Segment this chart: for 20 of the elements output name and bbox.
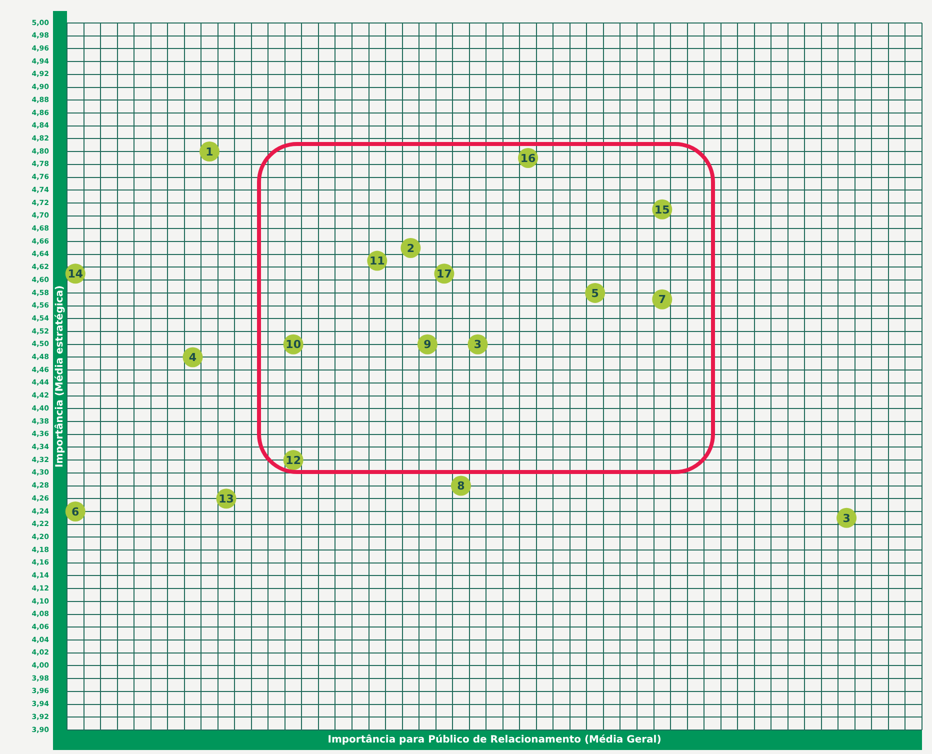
y-axis-title: Importância (Média estratégica) xyxy=(54,285,66,468)
series-label: 14 xyxy=(68,268,84,281)
series-label: 17 xyxy=(436,268,452,281)
series-label: 2 xyxy=(406,242,415,255)
series-label: 7 xyxy=(658,293,666,306)
series-label: 11 xyxy=(369,254,385,268)
series-label: 16 xyxy=(520,152,536,165)
series-label: 9 xyxy=(424,338,432,352)
series-label: 8 xyxy=(457,480,465,493)
series-label: 6 xyxy=(72,505,80,518)
x-axis-title: Importância para Público de Relacionamento (Média Geral) xyxy=(328,734,662,746)
series-label: 4 xyxy=(188,351,197,364)
series-label: 3 xyxy=(474,338,482,352)
series-label: 5 xyxy=(591,286,599,300)
series-label: 1 xyxy=(206,145,214,158)
series-label: 15 xyxy=(654,203,670,216)
series-label: 12 xyxy=(286,454,301,467)
series-label: 3 xyxy=(842,512,850,525)
series-label: 10 xyxy=(286,338,302,352)
series-label: 13 xyxy=(218,492,234,506)
